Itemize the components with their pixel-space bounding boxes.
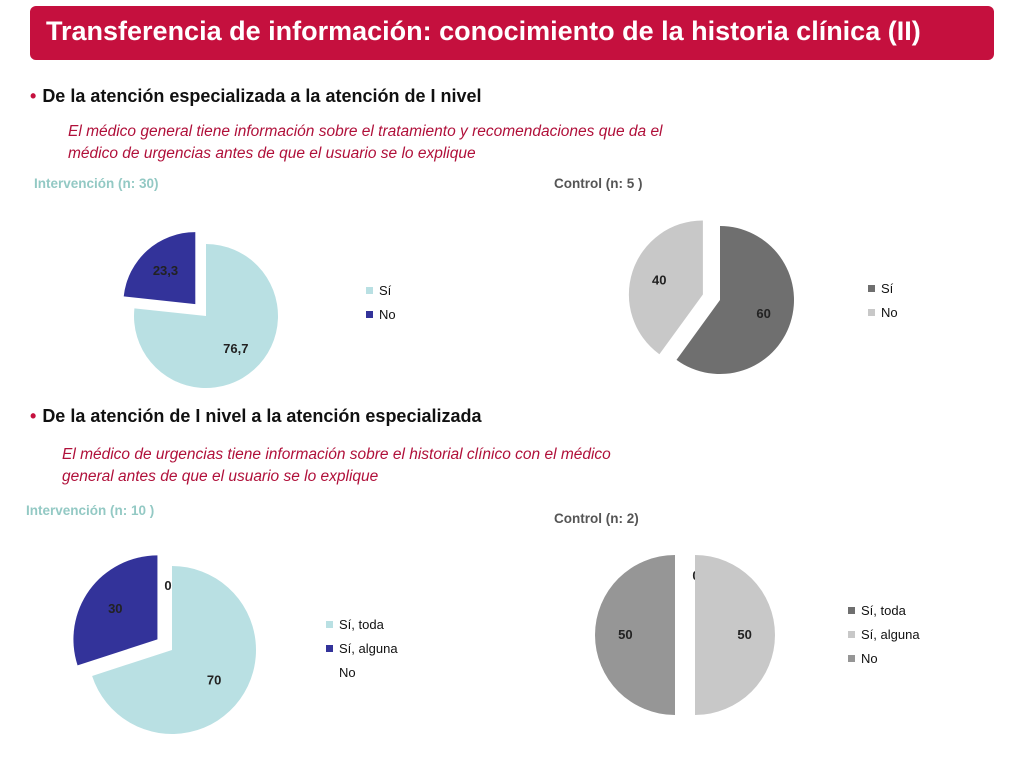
section-1-heading: De la atención especializada a la atenci… [42, 86, 482, 106]
chart-1-legend-item-2: No [366, 302, 396, 326]
chart-3-data-label-1: 70 [207, 673, 221, 688]
bullet-dot: • [30, 86, 37, 106]
chart-1-title: Intervención (n: 30) [34, 176, 159, 191]
legend-swatch [326, 644, 333, 652]
page-title: Transferencia de información: conocimien… [46, 16, 921, 46]
legend-swatch [868, 308, 875, 316]
section-2-bullet: • De la atención de I nivel a la atención… [30, 406, 481, 427]
chart-1-slice-2 [123, 232, 196, 305]
chart-2-data-label-2: 40 [652, 272, 666, 287]
chart-3-data-label-3: 0 [164, 578, 171, 593]
chart-4-legend-item-3: No [848, 646, 920, 670]
chart-2-legend-item-2: No [868, 300, 898, 324]
section-2-description: El médico de urgencias tiene información… [62, 444, 611, 488]
chart-1-slice-1 [134, 244, 278, 388]
legend-label: Sí [881, 280, 894, 296]
section-1-description-line-2: médico de urgencias antes de que el usua… [68, 145, 476, 162]
legend-swatch [848, 654, 855, 662]
chart-1-data-label-2: 23,3 [153, 263, 178, 278]
legend-swatch [848, 630, 855, 638]
legend-label: Sí, alguna [861, 626, 920, 642]
legend-label: No [379, 306, 396, 322]
chart-4-pie: 05050 [595, 555, 775, 715]
chart-3-slice-1 [92, 566, 256, 734]
legend-swatch [366, 286, 373, 294]
chart-3-legend: Sí, toda Sí, alguna No [326, 612, 398, 684]
chart-2-data-label-1: 60 [756, 306, 770, 321]
legend-swatch [366, 310, 373, 318]
chart-1-data-label-1: 76,7 [223, 341, 248, 356]
legend-label: Sí, toda [339, 616, 384, 632]
chart-4-title: Control (n: 2) [554, 511, 639, 526]
chart-3-pie: 70 30 0 [73, 555, 256, 734]
section-1-bullet: • De la atención especializada a la atenc… [30, 86, 481, 107]
chart-4-legend-item-1: Sí, toda [848, 598, 920, 622]
chart-4-slice-2 [695, 555, 775, 715]
chart-4-data-label-3: 50 [618, 627, 632, 642]
legend-label: No [861, 650, 878, 666]
section-1-description-line-1: El médico general tiene información sobr… [68, 123, 663, 140]
chart-1-legend-item-1: Sí [366, 278, 396, 302]
chart-2-slice-2 [628, 220, 703, 355]
bullet-dot: • [30, 406, 37, 426]
chart-3-data-label-2: 30 [108, 601, 122, 616]
chart-4-slice-3 [595, 555, 675, 715]
legend-label: Sí, alguna [339, 640, 398, 656]
legend-label: Sí, toda [861, 602, 906, 618]
chart-3-title: Intervención (n: 10 ) [26, 503, 155, 518]
section-2-description-line-1: El médico de urgencias tiene información… [62, 446, 611, 463]
legend-label: No [881, 304, 898, 320]
legend-swatch [326, 620, 333, 628]
chart-1-legend: Sí No [366, 278, 396, 326]
legend-label: Sí [379, 282, 392, 298]
chart-4-legend: Sí, toda Sí, alguna No [848, 598, 920, 670]
chart-4-data-label-2: 50 [737, 627, 751, 642]
legend-swatch [326, 668, 333, 676]
title-bar: Transferencia de información: conocimien… [30, 6, 994, 60]
chart-4-legend-item-2: Sí, alguna [848, 622, 920, 646]
legend-label: No [339, 664, 356, 680]
chart-2-slice-1 [676, 226, 794, 374]
section-2-description-line-2: general antes de que el usuario se lo ex… [62, 468, 379, 485]
chart-2-title: Control (n: 5 ) [554, 176, 643, 191]
chart-3-legend-item-1: Sí, toda [326, 612, 398, 636]
chart-2-legend: Sí No [868, 276, 898, 324]
section-1-description: El médico general tiene información sobr… [68, 121, 663, 165]
chart-3-slice-2 [73, 555, 158, 666]
section-2-heading: De la atención de I nivel a la atención … [42, 406, 482, 426]
chart-3-legend-item-3: No [326, 660, 398, 684]
chart-2-pie: 60 40 [628, 220, 794, 374]
legend-swatch [848, 606, 855, 614]
legend-swatch [868, 284, 875, 292]
chart-1-pie: 76,7 23,3 [123, 232, 278, 388]
chart-2-legend-item-1: Sí [868, 276, 898, 300]
chart-3-legend-item-2: Sí, alguna [326, 636, 398, 660]
